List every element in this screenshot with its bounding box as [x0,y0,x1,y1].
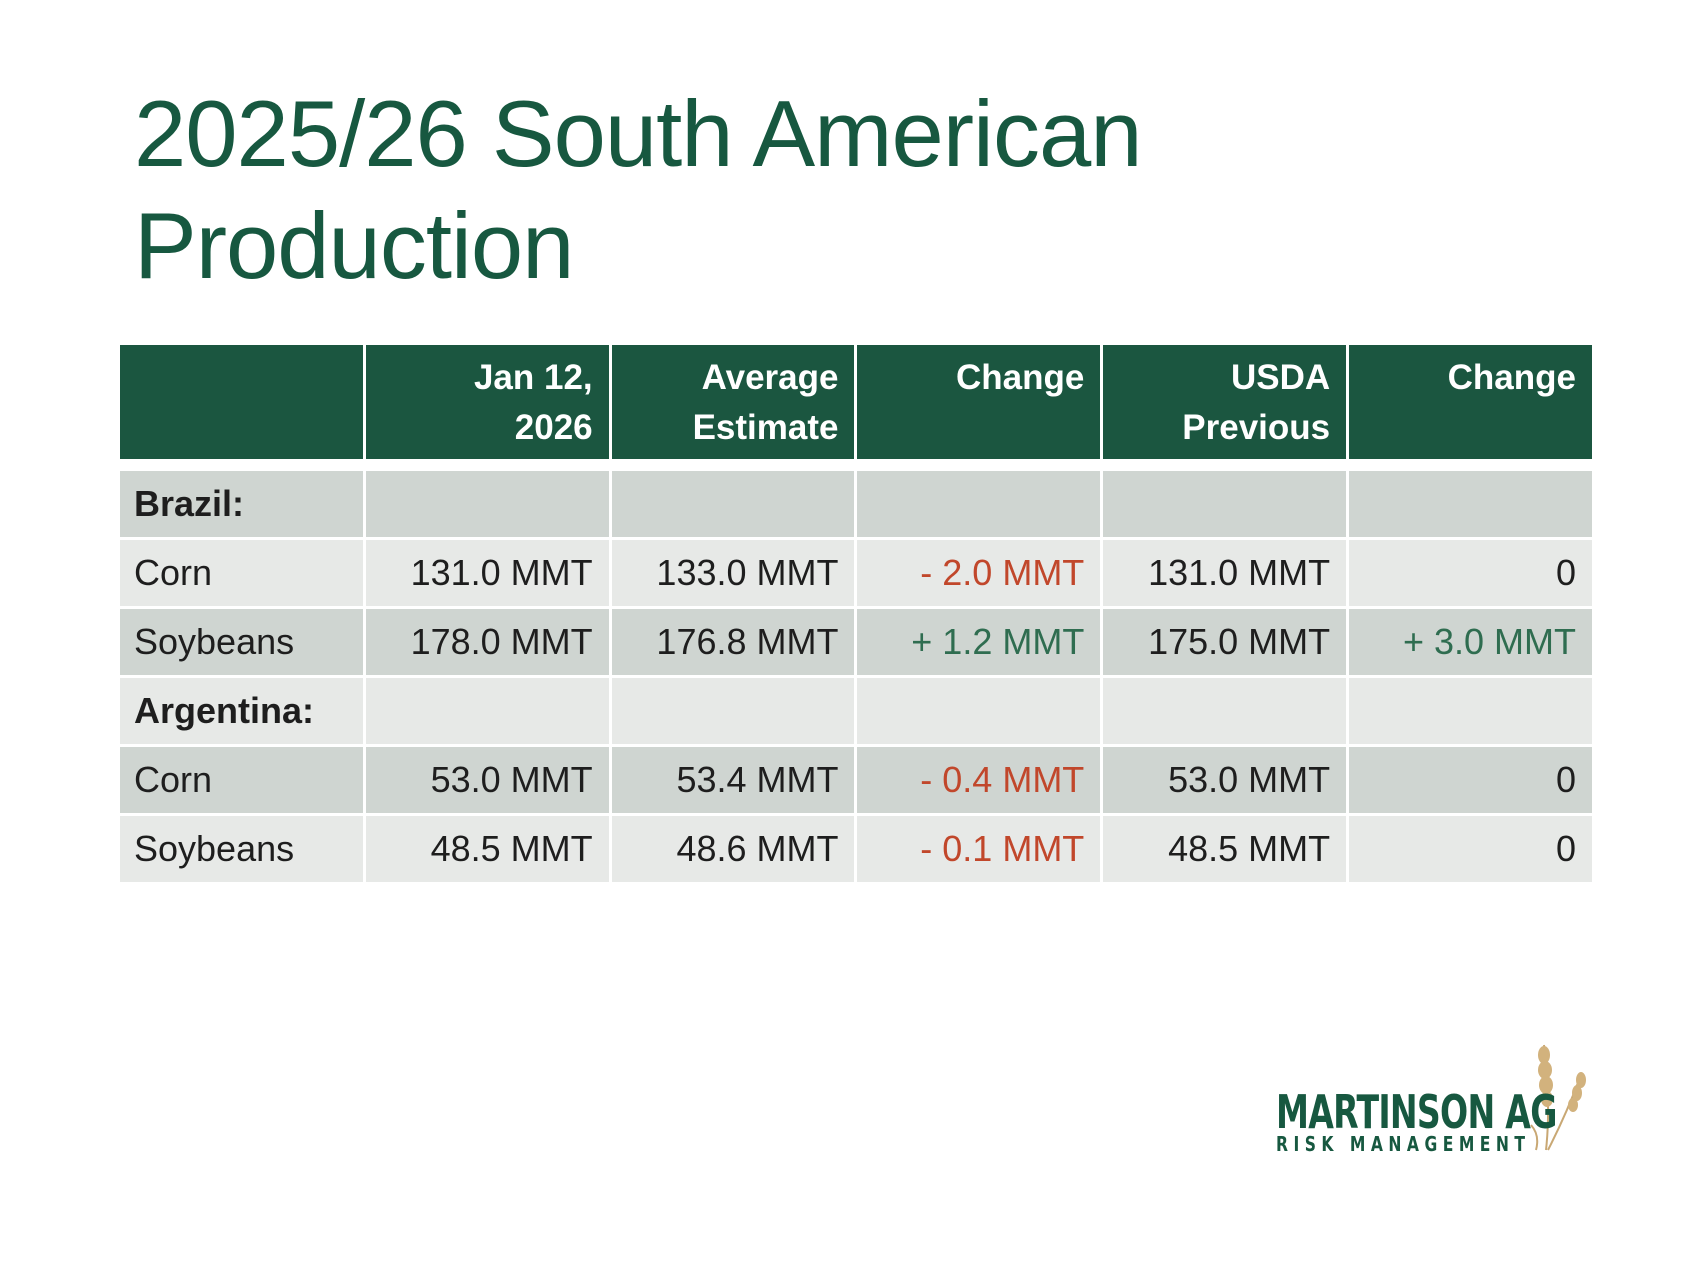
table-cell [1103,471,1347,537]
table-row: Corn 131.0 MMT 133.0 MMT - 2.0 MMT 131.0 MMT… [120,540,1592,606]
table-cell: 131.0 MMT [365,540,609,606]
table-cell [1349,678,1592,744]
logo-tagline: RISK MANAGEMENT [1276,1132,1531,1156]
table-cell: 0 [1349,747,1592,813]
table-row: Corn 53.0 MMT 53.4 MMT - 0.4 MMT 53.0 MMT 0 [120,747,1592,813]
table-cell: 48.5 MMT [1103,816,1347,882]
section-label: Brazil: [120,471,363,537]
table-cell [1103,678,1347,744]
table-cell: 53.4 MMT [611,747,855,813]
table-cell [857,678,1101,744]
table-cell: + 1.2 MMT [857,609,1101,675]
table-cell [857,471,1101,537]
table-cell [611,471,855,537]
table-cell: 0 [1349,816,1592,882]
martinson-ag-logo: MARTINSON AG RISK MANAGEMENT [1276,1025,1596,1156]
logo-name: MARTINSON AG [1276,1085,1557,1139]
wheat-icon [1530,1044,1586,1151]
header-average-estimate: Average Estimate [611,345,855,459]
table-cell [365,678,609,744]
table-cell [365,471,609,537]
production-table: Jan 12, 2026 Average Estimate Change USDA P… [117,342,1595,885]
table-cell: 133.0 MMT [611,540,855,606]
table-row: Soybeans 178.0 MMT 176.8 MMT + 1.2 MMT 175.0… [120,609,1592,675]
title-line-2: Production [134,193,574,298]
table-cell: 178.0 MMT [365,609,609,675]
table-cell: 48.6 MMT [611,816,855,882]
header-change-usda: Change [1349,345,1592,459]
table-cell: 131.0 MMT [1103,540,1347,606]
table-cell: 176.8 MMT [611,609,855,675]
header-jan12: Jan 12, 2026 [365,345,609,459]
table-cell [611,678,855,744]
table-cell: 48.5 MMT [365,816,609,882]
table-cell: 53.0 MMT [1103,747,1347,813]
table-cell: - 2.0 MMT [857,540,1101,606]
section-row: Brazil: [120,471,1592,537]
section-label: Argentina: [120,678,363,744]
table-cell [1349,471,1592,537]
slide-title: 2025/26 South American Production [134,78,1143,302]
header-usda-previous: USDA Previous [1103,345,1347,459]
table-cell: - 0.4 MMT [857,747,1101,813]
section-row: Argentina: [120,678,1592,744]
table-cell: 175.0 MMT [1103,609,1347,675]
header-blank [120,345,363,459]
table-cell: + 3.0 MMT [1349,609,1592,675]
header-row: Jan 12, 2026 Average Estimate Change USDA P… [120,345,1592,459]
row-label: Soybeans [120,816,363,882]
table-row: Soybeans 48.5 MMT 48.6 MMT - 0.1 MMT 48.5 MM… [120,816,1592,882]
table-cell: 53.0 MMT [365,747,609,813]
table-cell: - 0.1 MMT [857,816,1101,882]
row-label: Soybeans [120,609,363,675]
title-line-1: 2025/26 South American [134,81,1143,186]
row-label: Corn [120,747,363,813]
header-change: Change [857,345,1101,459]
row-label: Corn [120,540,363,606]
table-cell: 0 [1349,540,1592,606]
